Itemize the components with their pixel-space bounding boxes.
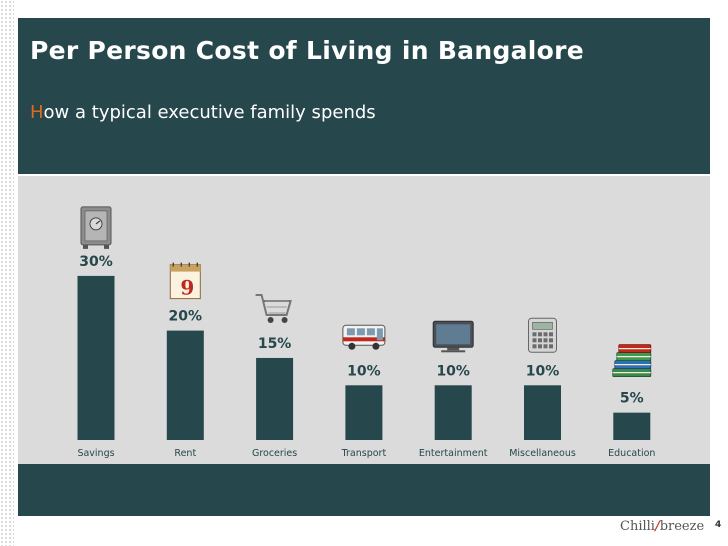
- value-label: 10%: [436, 363, 470, 379]
- svg-text:9: 9: [180, 276, 194, 300]
- bar-savings: [77, 275, 115, 440]
- shopping-cart-icon: [255, 293, 292, 323]
- category-label: Miscellaneous: [509, 448, 576, 459]
- subtitle-text: ow a typical executive family spends: [43, 102, 376, 123]
- books-icon: [612, 344, 652, 378]
- bar-rent: [166, 330, 204, 440]
- value-label: 10%: [347, 363, 381, 379]
- header-band: Per Person Cost of Living in Bangalore H…: [18, 18, 710, 174]
- footer-band: [18, 464, 710, 516]
- divider: [18, 174, 710, 176]
- bar-transport: [345, 385, 383, 440]
- subtitle-first-letter: H: [30, 102, 44, 123]
- value-label: 20%: [169, 309, 203, 325]
- bar-entertainment: [434, 385, 472, 440]
- page-number: 4: [715, 520, 722, 530]
- bus-icon: [342, 324, 386, 350]
- logo-text-1: Chilli: [620, 519, 655, 534]
- decorative-dots: [0, 0, 14, 546]
- brand-logo: Chilli/breeze: [620, 519, 704, 534]
- bar-education: [613, 412, 651, 440]
- value-label: 5%: [620, 391, 644, 407]
- calculator-icon: [528, 317, 557, 353]
- bar-groceries: [256, 357, 294, 440]
- category-label: Education: [608, 448, 655, 459]
- tv-icon: [432, 320, 474, 353]
- value-label: 15%: [258, 336, 292, 352]
- category-label: Savings: [77, 448, 114, 459]
- category-label: Groceries: [252, 448, 297, 459]
- page-title: Per Person Cost of Living in Bangalore: [30, 36, 585, 65]
- calendar-icon: 9: [169, 262, 201, 300]
- category-label: Rent: [174, 448, 196, 459]
- value-label: 30%: [79, 254, 113, 270]
- category-label: Entertainment: [419, 448, 488, 459]
- category-label: Transport: [341, 448, 387, 459]
- value-label: 10%: [526, 363, 560, 379]
- safe-icon: [80, 206, 112, 249]
- logo-text-2: breeze: [659, 519, 705, 534]
- bar-miscellaneous: [524, 385, 561, 440]
- page-subtitle: How a typical executive family spends: [30, 102, 376, 123]
- logo-slash: /: [654, 519, 660, 534]
